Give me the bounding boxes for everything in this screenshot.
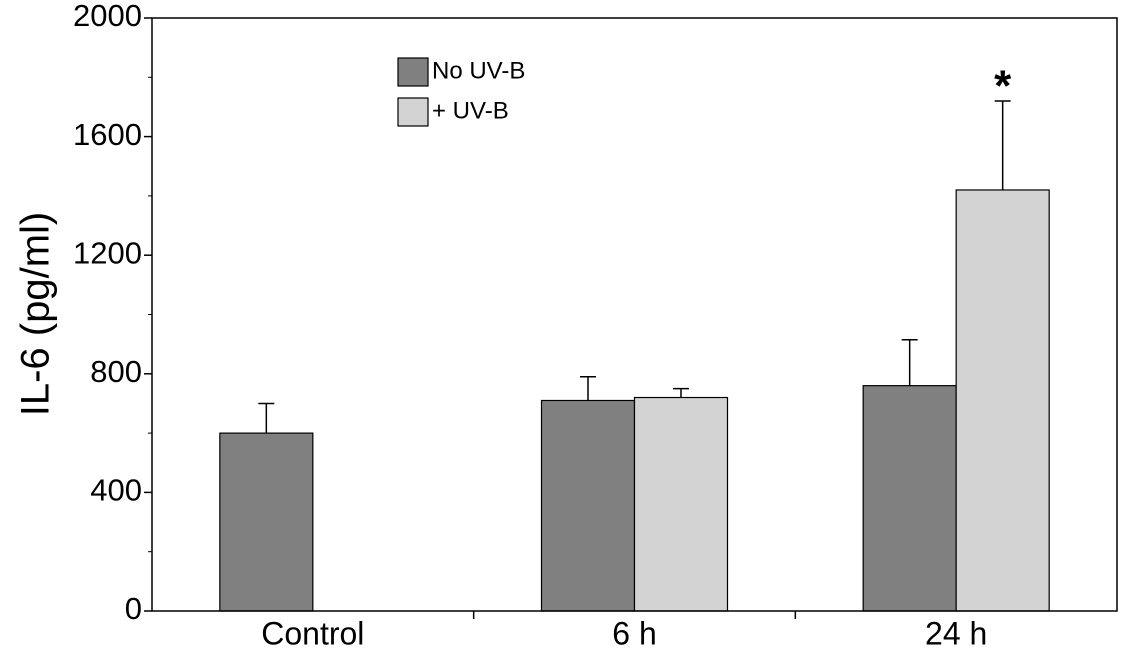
error-bar — [673, 387, 689, 398]
legend-swatch — [397, 57, 429, 87]
x-tick-label: 24 h — [925, 615, 987, 651]
error-bar — [994, 100, 1011, 190]
y-tick-label: 800 — [90, 354, 142, 389]
y-tick-label: 1200 — [73, 235, 142, 270]
x-tick-label: 6 h — [612, 615, 656, 651]
y-axis-label: IL-6 (pg/ml) — [14, 212, 58, 417]
error-bar — [580, 376, 596, 401]
y-tick-label: 1600 — [73, 117, 142, 152]
annotation: * — [994, 62, 1012, 111]
y-tick-label: 400 — [90, 473, 142, 508]
bar — [540, 399, 636, 612]
legend-label: No UV-B — [432, 57, 525, 84]
bar — [633, 396, 729, 612]
error-bar — [258, 402, 275, 434]
error-bar — [901, 338, 918, 386]
x-tick-label: Control — [261, 615, 364, 651]
bar — [955, 189, 1050, 612]
bar — [219, 432, 314, 612]
y-tick-label: 0 — [125, 591, 142, 626]
bar — [862, 385, 957, 612]
legend-label: + UV-B — [432, 97, 509, 124]
plot-frame — [151, 17, 1118, 612]
y-tick-label: 2000 — [73, 0, 142, 33]
legend-swatch — [397, 97, 429, 127]
